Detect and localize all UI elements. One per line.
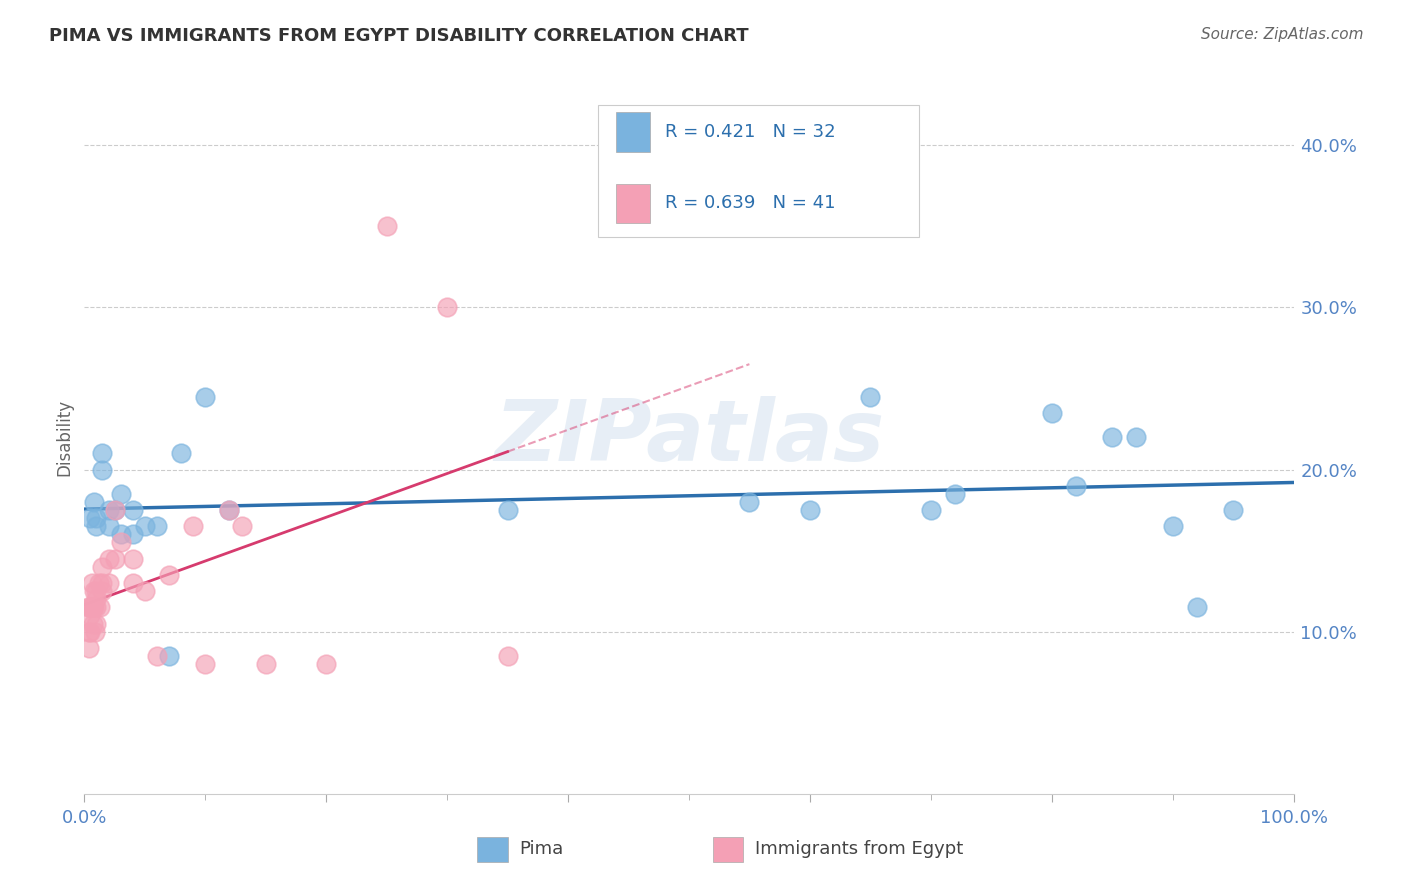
Point — [943, 487, 966, 501]
Point — [83, 600, 105, 615]
Point — [254, 657, 277, 672]
Point — [134, 584, 156, 599]
Point — [110, 527, 132, 541]
Point — [97, 576, 120, 591]
Text: Pima: Pima — [520, 840, 564, 858]
Point — [1222, 503, 1244, 517]
Point — [86, 600, 108, 615]
Point — [97, 551, 120, 566]
Point — [121, 576, 143, 591]
Point — [91, 462, 114, 476]
Text: ZIPatlas: ZIPatlas — [494, 395, 884, 479]
Point — [91, 584, 114, 599]
Y-axis label: Disability: Disability — [55, 399, 73, 475]
Text: R = 0.421   N = 32: R = 0.421 N = 32 — [665, 123, 835, 141]
Text: Source: ZipAtlas.com: Source: ZipAtlas.com — [1201, 27, 1364, 42]
Point — [77, 624, 100, 639]
Point — [77, 600, 100, 615]
Point — [79, 608, 101, 623]
Point — [1161, 519, 1184, 533]
Point — [1040, 406, 1063, 420]
Point — [79, 511, 101, 525]
Point — [97, 519, 120, 533]
Point — [121, 527, 143, 541]
Point — [738, 495, 761, 509]
Point — [315, 657, 337, 672]
Point — [170, 446, 193, 460]
Point — [82, 616, 104, 631]
Point — [83, 584, 105, 599]
Point — [97, 503, 120, 517]
Point — [110, 487, 132, 501]
Point — [181, 519, 204, 533]
Point — [91, 559, 114, 574]
Point — [134, 519, 156, 533]
Point — [920, 503, 942, 517]
Point — [194, 657, 217, 672]
Text: Immigrants from Egypt: Immigrants from Egypt — [755, 840, 963, 858]
Bar — [713, 837, 744, 862]
Text: R = 0.639   N = 41: R = 0.639 N = 41 — [665, 194, 835, 212]
Point — [231, 519, 253, 533]
Point — [104, 503, 127, 517]
Point — [1125, 430, 1147, 444]
Point — [799, 503, 821, 517]
Point — [157, 648, 180, 663]
Point — [86, 592, 108, 607]
Point — [375, 219, 398, 234]
FancyBboxPatch shape — [599, 105, 918, 237]
Point — [121, 503, 143, 517]
Point — [86, 584, 108, 599]
Point — [84, 624, 107, 639]
Bar — [616, 112, 650, 152]
Point — [79, 600, 101, 615]
Point — [110, 535, 132, 549]
Bar — [616, 184, 650, 223]
Point — [91, 576, 114, 591]
Point — [146, 519, 169, 533]
Point — [1101, 430, 1123, 444]
Point — [436, 301, 458, 315]
Point — [82, 600, 104, 615]
Point — [86, 511, 108, 525]
Point — [157, 568, 180, 582]
Point — [86, 519, 108, 533]
Point — [194, 390, 217, 404]
Point — [121, 551, 143, 566]
Point — [496, 503, 519, 517]
Point — [83, 495, 105, 509]
Point — [146, 648, 169, 663]
Point — [1064, 479, 1087, 493]
Bar — [478, 837, 508, 862]
Point — [89, 600, 111, 615]
Point — [1185, 600, 1208, 615]
Point — [218, 503, 240, 517]
Point — [87, 576, 110, 591]
Point — [77, 640, 100, 655]
Point — [80, 576, 103, 591]
Point — [91, 446, 114, 460]
Point — [496, 648, 519, 663]
Point — [80, 600, 103, 615]
Text: PIMA VS IMMIGRANTS FROM EGYPT DISABILITY CORRELATION CHART: PIMA VS IMMIGRANTS FROM EGYPT DISABILITY… — [49, 27, 749, 45]
Point — [859, 390, 882, 404]
Point — [79, 624, 101, 639]
Point — [218, 503, 240, 517]
Point — [104, 503, 127, 517]
Point — [104, 551, 127, 566]
Point — [86, 616, 108, 631]
